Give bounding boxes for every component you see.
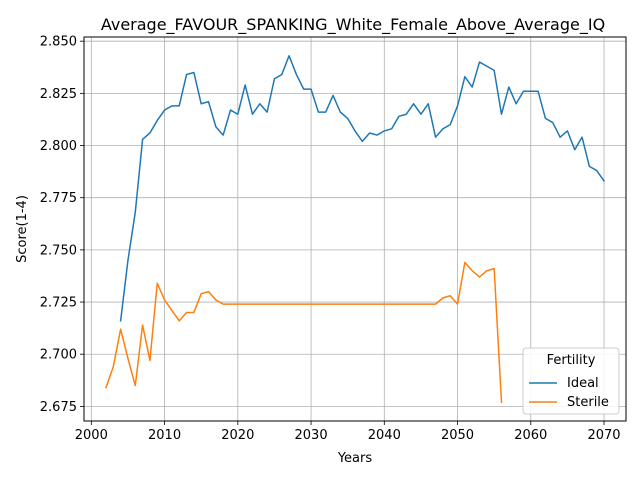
- x-tick-label: 2050: [441, 428, 474, 443]
- y-tick-label: 2.750: [40, 243, 77, 258]
- y-tick-label: 2.850: [40, 35, 77, 50]
- x-tick-label: 2000: [75, 428, 108, 443]
- legend-title: Fertility: [547, 353, 596, 368]
- chart-title: Average_FAVOUR_SPANKING_White_Female_Abo…: [101, 15, 605, 35]
- series-line-sterile: [105, 261, 503, 404]
- series-line-ideal: [119, 55, 606, 322]
- y-tick-label: 2.675: [40, 400, 77, 415]
- x-axis-ticks: 2000 2010 2020 2030 2040 2050 2060 2070: [75, 421, 621, 443]
- x-axis-label: Years: [337, 451, 373, 466]
- x-tick-label: 2070: [587, 428, 620, 443]
- legend: Fertility Ideal Sterile: [522, 347, 620, 415]
- x-tick-label: 2030: [295, 428, 328, 443]
- plot-frame: [83, 36, 627, 422]
- x-tick-label: 2060: [514, 428, 547, 443]
- y-tick-label: 2.775: [40, 191, 77, 206]
- y-tick-label: 2.700: [40, 348, 77, 363]
- y-tick-label: 2.725: [40, 296, 77, 311]
- y-tick-label: 2.800: [40, 139, 77, 154]
- x-tick-label: 2020: [221, 428, 254, 443]
- y-tick-label: 2.825: [40, 87, 77, 102]
- legend-label-sterile: Sterile: [567, 395, 609, 410]
- series-lines: [105, 55, 606, 404]
- x-tick-label: 2040: [368, 428, 401, 443]
- y-axis-label: Score(1-4): [15, 195, 30, 263]
- x-tick-label: 2010: [148, 428, 181, 443]
- y-axis-ticks: 2.675 2.700 2.725 2.750 2.775 2.800 2.825 2.850: [40, 35, 84, 415]
- legend-label-ideal: Ideal: [567, 376, 599, 391]
- legend-box: [522, 347, 620, 415]
